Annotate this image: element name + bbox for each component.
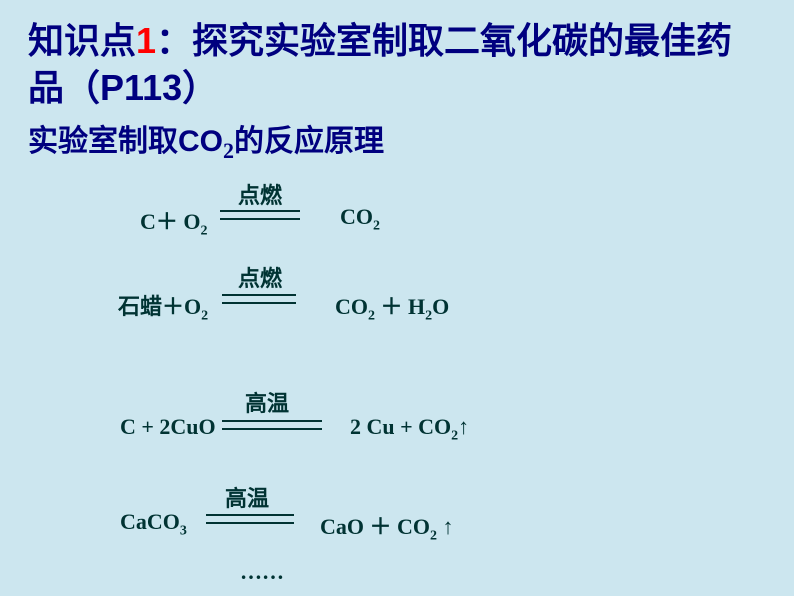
subtitle-text-1: 实验室制取 xyxy=(28,125,178,158)
eq4-right: CaO ＋ CO2 ↑ xyxy=(320,509,454,544)
eq1-line-bot xyxy=(220,218,300,220)
main-title: 知识点1：探究实验室制取二氧化碳的最佳药品（P113） xyxy=(0,0,794,112)
eq4-condition: 高温 xyxy=(225,481,269,513)
title-text-1: 知识点 xyxy=(28,21,136,61)
eq3-line-top xyxy=(222,420,322,422)
eq1-left: C＋ O2 xyxy=(140,204,208,239)
subtitle-sub: 2 xyxy=(223,138,234,163)
title-page: P113 xyxy=(100,67,182,108)
title-text-3: ） xyxy=(182,68,218,108)
eq3-condition: 高温 xyxy=(245,386,289,418)
eq2-condition: 点燃 xyxy=(238,261,282,293)
eq1-right: CO2 xyxy=(340,204,380,234)
eq4-line-top xyxy=(206,514,294,516)
eq3-right: 2 Cu + CO2↑ xyxy=(350,414,469,444)
equations-area: C＋ O2 点燃 CO2 石蜡＋O2 点燃 CO2 ＋ H2O C + 2CuO… xyxy=(0,164,794,594)
eq3-line-bot xyxy=(222,428,322,430)
eq2-right: CO2 ＋ H2O xyxy=(335,289,449,324)
eq2-left: 石蜡＋O2 xyxy=(118,289,208,324)
eq1-line-top xyxy=(220,210,300,212)
eq4-line-bot xyxy=(206,522,294,524)
subtitle-text-2: 的反应原理 xyxy=(234,125,384,158)
title-number: 1 xyxy=(136,20,156,61)
eq2-line-bot xyxy=(222,302,296,304)
eq2-line-top xyxy=(222,294,296,296)
ellipsis: …… xyxy=(240,559,284,585)
subtitle-co2: CO xyxy=(178,125,223,158)
eq1-condition: 点燃 xyxy=(238,178,282,210)
eq3-left: C + 2CuO xyxy=(120,414,216,440)
eq4-left: CaCO3 xyxy=(120,509,187,539)
subtitle: 实验室制取CO2的反应原理 xyxy=(0,112,794,164)
